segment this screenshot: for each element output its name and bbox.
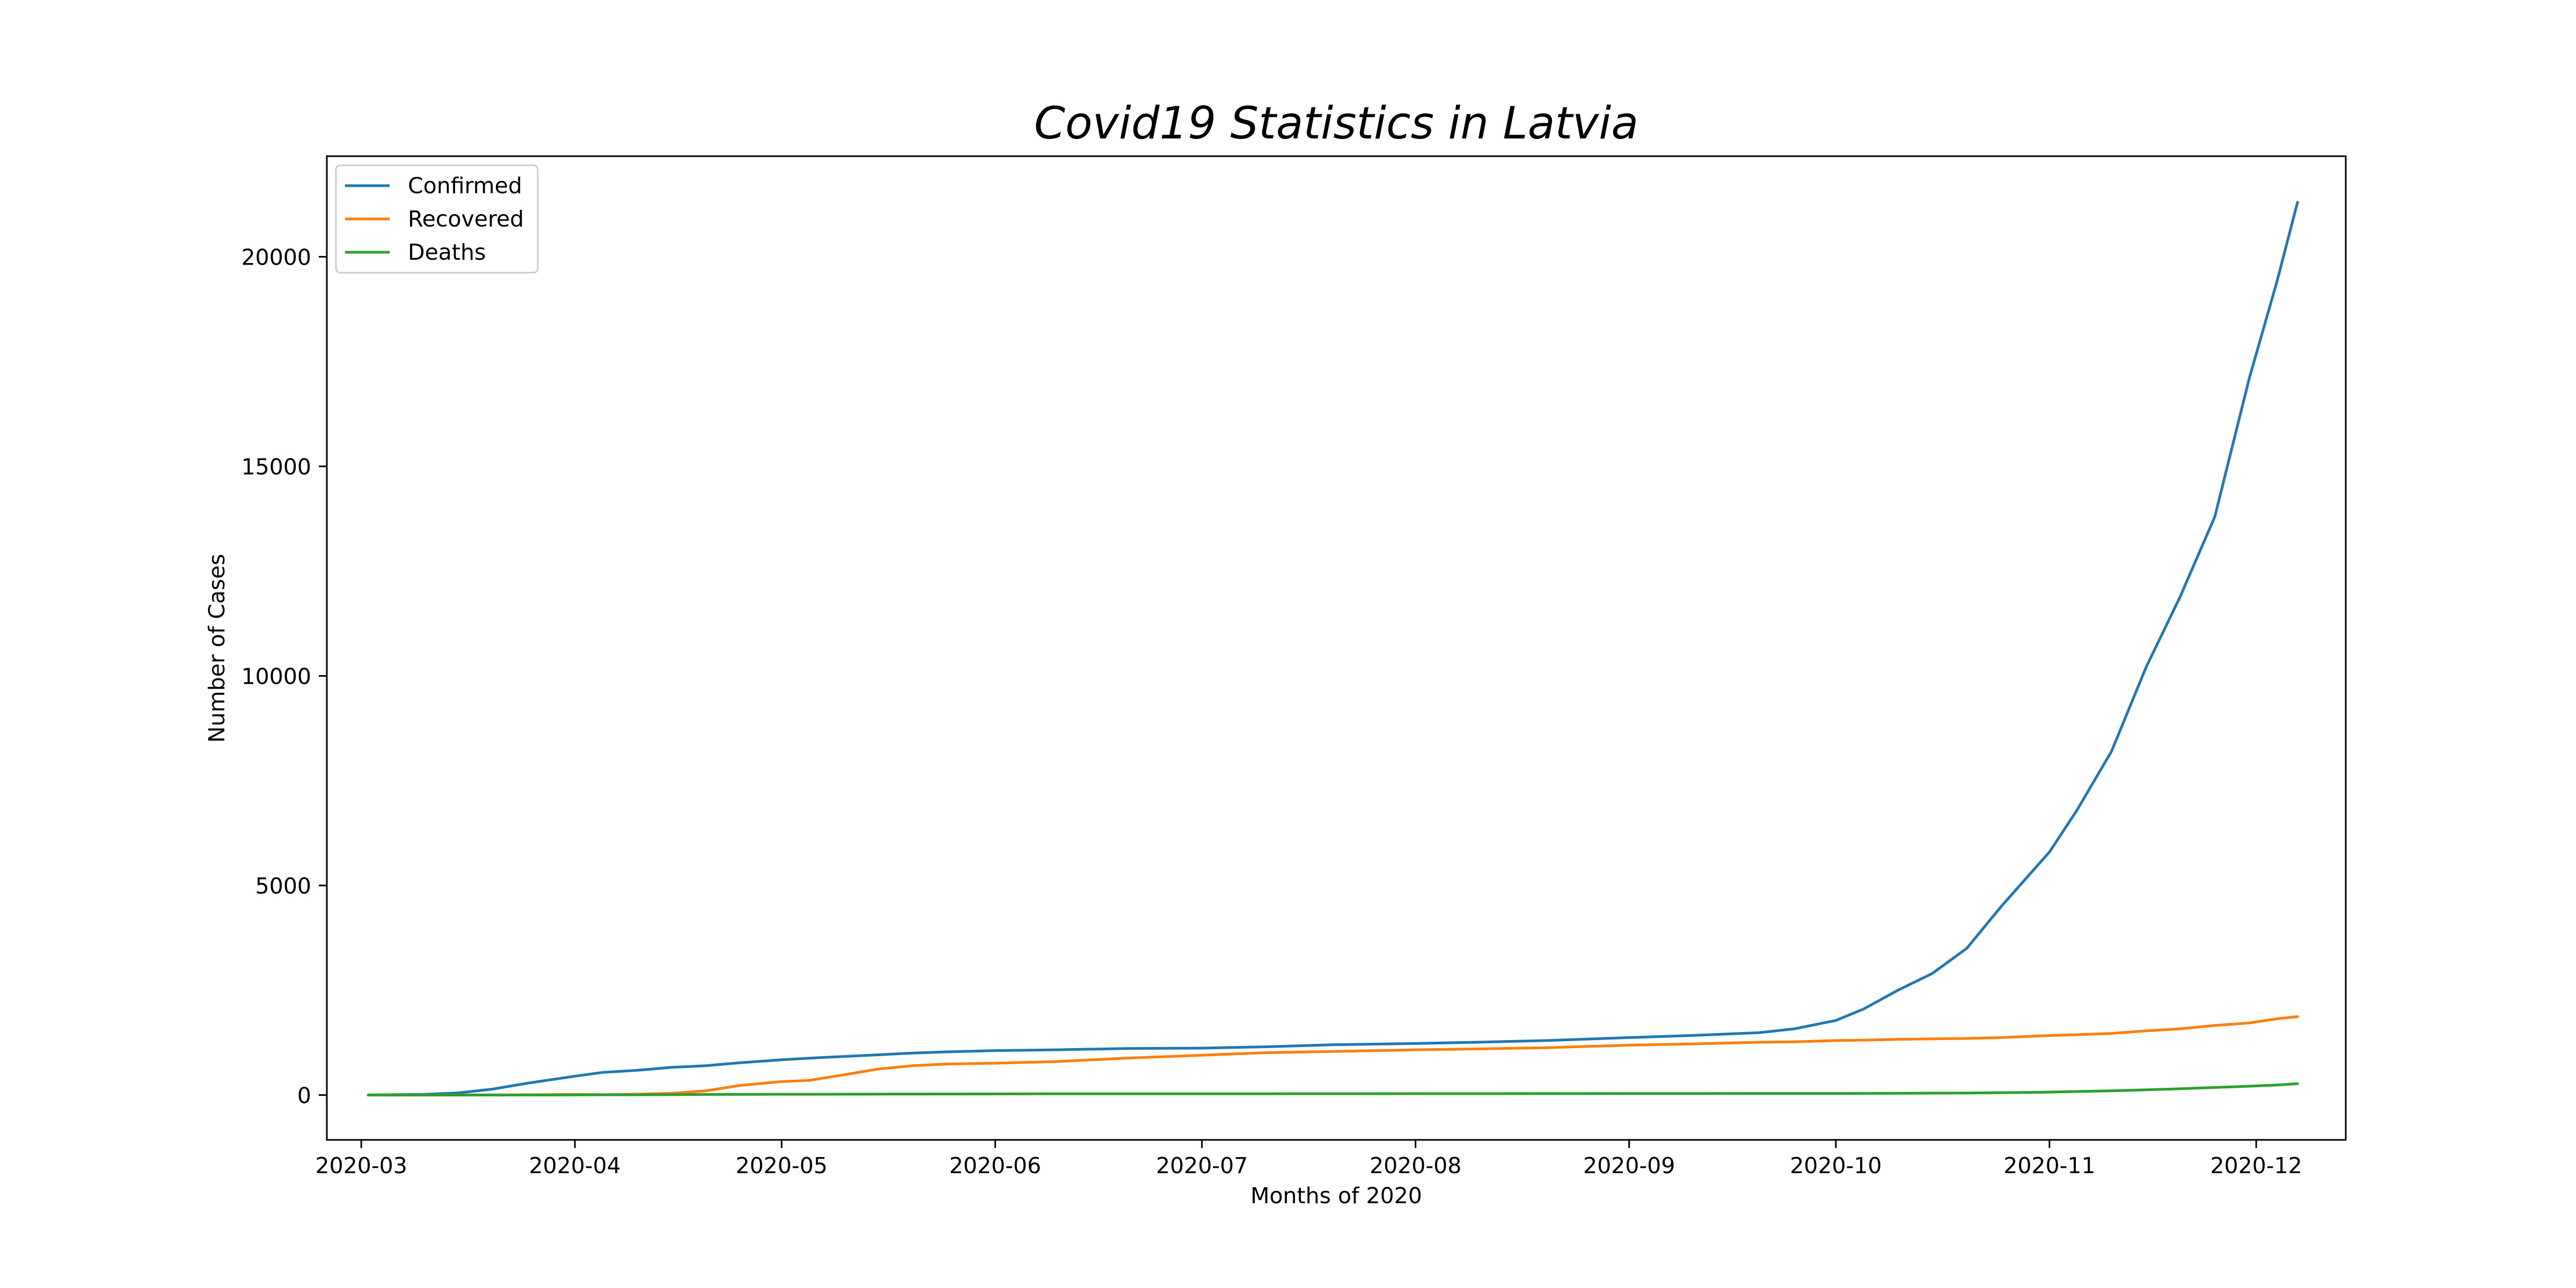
- series-line-deaths: [367, 1082, 2299, 1096]
- x-tick-label: 2020-04: [529, 1153, 621, 1179]
- x-tick-label: 2020-10: [1790, 1153, 1882, 1179]
- x-tick-label: 2020-06: [949, 1153, 1041, 1179]
- legend-label-deaths: Deaths: [408, 239, 486, 265]
- y-tick-label: 5000: [255, 873, 311, 899]
- legend-label-confirmed: Confirmed: [408, 173, 522, 199]
- y-axis-title: Number of Cases: [204, 554, 230, 743]
- x-tick-label: 2020-07: [1156, 1153, 1248, 1179]
- x-tick-label: 2020-03: [316, 1153, 407, 1179]
- chart-title: Covid19 Statistics in Latvia: [1034, 97, 1638, 149]
- x-tick-label: 2020-08: [1370, 1153, 1461, 1179]
- series-line-confirmed: [367, 201, 2299, 1096]
- x-tick-label: 2020-11: [2003, 1153, 2095, 1179]
- x-tick-label: 2020-12: [2210, 1153, 2302, 1179]
- x-axis-title: Months of 2020: [1250, 1183, 1422, 1209]
- legend-box: [335, 164, 539, 274]
- y-tick-label: 0: [297, 1082, 311, 1108]
- y-tick-label: 20000: [241, 244, 311, 270]
- legend: Confirmed Recovered Deaths: [335, 164, 539, 274]
- y-tick-label: 10000: [241, 663, 311, 689]
- legend-label-recovered: Recovered: [408, 206, 524, 232]
- plot-frame: [326, 155, 2347, 1141]
- x-axis: 2020-03 2020-04 2020-05 2020-06 2020-07 2020-…: [316, 1140, 2302, 1179]
- y-axis: 0 5000 10000 15000 20000: [241, 244, 327, 1108]
- x-tick-label: 2020-05: [736, 1153, 828, 1179]
- plot-area: [367, 201, 2299, 1096]
- x-tick-label: 2020-09: [1583, 1153, 1675, 1179]
- y-tick-label: 15000: [241, 454, 311, 480]
